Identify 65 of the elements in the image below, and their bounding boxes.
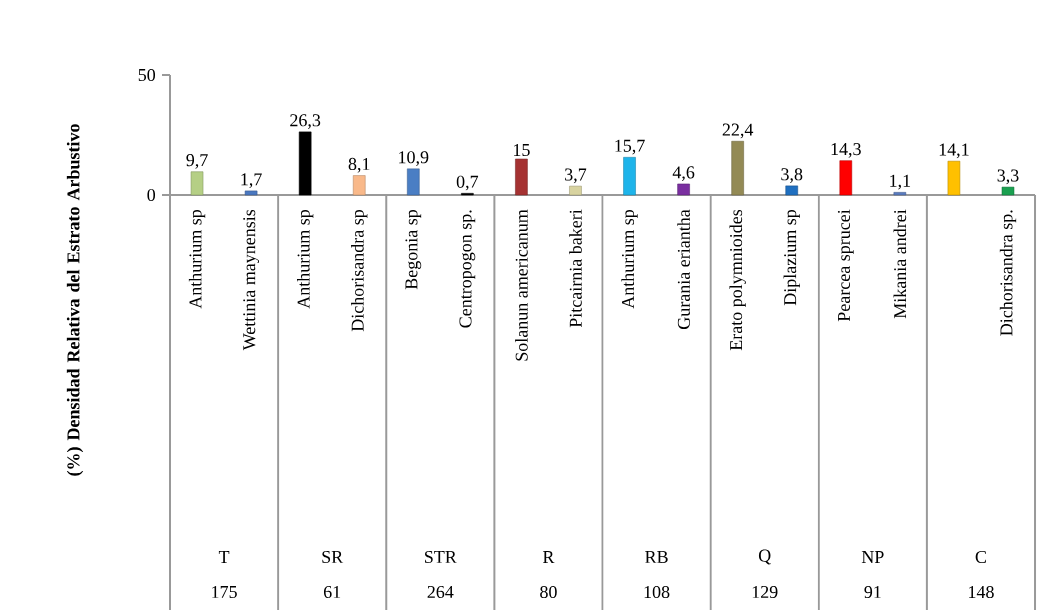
bar: [352, 175, 366, 196]
x-tick-label: Anthurium sp: [188, 209, 206, 309]
x-tick-label: Begonia sp: [405, 209, 422, 290]
bar: [515, 158, 528, 196]
text: C: [975, 550, 986, 564]
text: Q: [758, 549, 771, 565]
text: T: [218, 551, 230, 563]
text: RB: [645, 551, 668, 563]
data-label: 4,6: [672, 166, 695, 182]
data-label: 15,7: [615, 139, 645, 155]
text: NP: [861, 551, 884, 563]
data-label: 0,7: [456, 175, 479, 191]
x-tick-label: Diplazium sp: [783, 209, 800, 306]
bar: [298, 131, 312, 196]
bar: [407, 168, 420, 196]
data-label: 3,7: [565, 168, 587, 184]
text: 61: [323, 585, 341, 599]
x-tick-label: Pitcairnia bakeri: [569, 209, 582, 328]
bar: [569, 185, 582, 196]
data-label: 22,4: [722, 123, 754, 139]
x-tick-label: Pearcea sprucei: [837, 209, 854, 322]
bar: [677, 183, 690, 196]
bar: [1001, 186, 1015, 196]
data-label: 3,8: [781, 168, 803, 183]
data-label: 8,1: [348, 157, 370, 173]
bar: [623, 157, 636, 196]
text: STR: [425, 550, 457, 564]
text: 129: [752, 585, 778, 599]
data-label: 1,1: [890, 174, 911, 190]
data-label: 14,3: [831, 143, 861, 158]
y-tick-label: 50: [138, 68, 156, 82]
data-label: 9,7: [186, 154, 208, 169]
text: 91: [864, 585, 881, 599]
bar: [244, 190, 258, 196]
text: 148: [969, 585, 994, 599]
text: SR: [322, 550, 344, 564]
x-tick-label: Wettinia maynensis: [243, 209, 260, 351]
bar: [731, 140, 744, 196]
bar: [785, 185, 798, 196]
data-label: 14,1: [939, 143, 969, 159]
x-tick-label: Solanun americanum: [515, 209, 528, 361]
text: R: [542, 551, 555, 563]
data-label: 1,7: [241, 173, 262, 188]
text: 175: [212, 585, 237, 599]
y-axis-title: (%) Densidad Relativa del Estrato Arbustivo: [66, 124, 84, 476]
text: 264: [427, 585, 454, 599]
data-label: 15: [514, 144, 530, 157]
x-tick-label: Anthurium sp: [297, 209, 314, 309]
data-label: 26,3: [290, 114, 321, 129]
bar: [839, 160, 853, 196]
data-label: 10,9: [399, 151, 429, 166]
x-tick-label: Gurania eriantha: [677, 209, 690, 329]
text: 108: [644, 585, 670, 599]
x-tick-label: Erato polymnioides: [729, 209, 746, 351]
text: 80: [540, 585, 557, 599]
x-tick-label: Mikania andrei: [893, 209, 907, 319]
bar: [190, 171, 204, 196]
x-tick-label: Centropogon sp.: [459, 210, 476, 328]
data-label: 3,3: [997, 169, 1019, 185]
x-tick-label: Dichorisandra sp: [351, 209, 368, 332]
bar: [893, 192, 907, 196]
y-tick-label: 0: [147, 188, 156, 202]
x-tick-label: Anthurium sp: [621, 209, 638, 309]
bar: [947, 160, 961, 196]
x-tick-label: Dichorisandra sp.: [999, 210, 1017, 336]
